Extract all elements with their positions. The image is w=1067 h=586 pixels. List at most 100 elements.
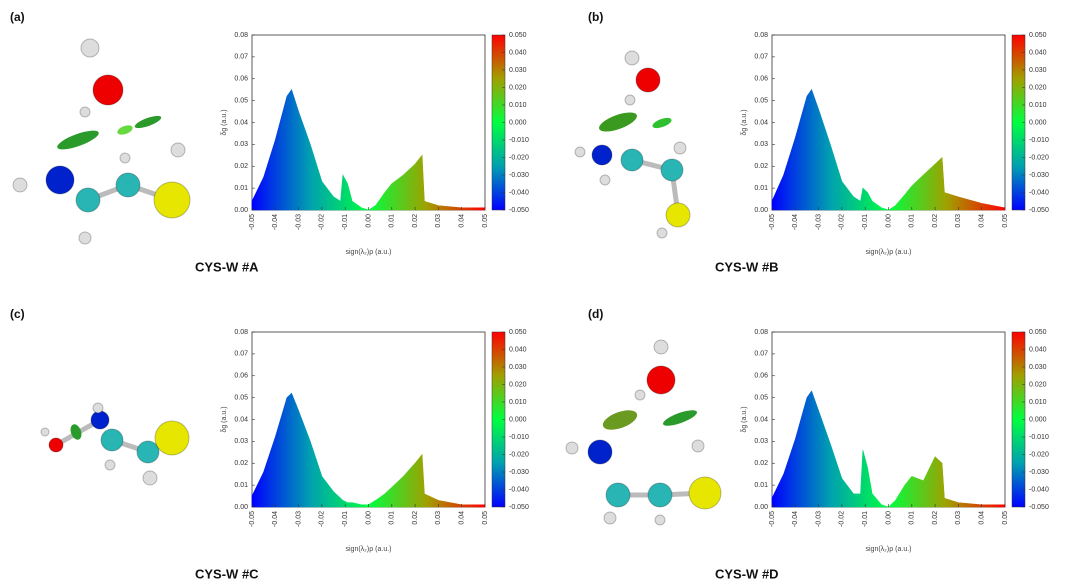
atom [603, 511, 617, 525]
colorbar-tick-label: -0.010 [509, 137, 529, 144]
x-tick-label: -0.04 [792, 214, 799, 230]
y-tick-label: 0.03 [234, 141, 248, 148]
x-tick-label: -0.03 [815, 214, 822, 230]
colorbar-tick-label: -0.020 [1029, 154, 1049, 161]
x-tick-label: 0.03 [435, 511, 442, 525]
colorbar-tick-label: -0.040 [509, 486, 529, 493]
panel: (d) 0.00 0.01 0.02 0.03 0.04 0.05 0.06 0.07 0.08 -… [565, 307, 1049, 581]
atom [624, 50, 640, 66]
atom [565, 441, 579, 455]
y-tick-label: 0.01 [234, 482, 248, 489]
atom [653, 339, 669, 355]
caption: CYS-W #A [195, 259, 259, 274]
x-tick-label: -0.01 [342, 511, 349, 527]
atom [79, 106, 91, 118]
x-tick-label: 0.03 [955, 214, 962, 228]
x-tick-label: 0.01 [909, 214, 916, 228]
y-tick-label: 0.05 [234, 394, 248, 401]
y-tick-label: 0.03 [754, 438, 768, 445]
y-tick-label: 0.02 [234, 163, 248, 170]
colorbar-tick-label: -0.010 [509, 434, 529, 441]
colorbar-tick-label: 0.050 [509, 32, 527, 39]
x-axis-label: sign(λ₂)ρ (a.u.) [346, 249, 392, 256]
colorbar-tick-label: 0.020 [509, 84, 527, 91]
x-tick-label: -0.05 [249, 214, 256, 230]
colorbar-tick-label: 0.050 [509, 329, 527, 336]
x-tick-label: 0.02 [932, 511, 939, 525]
x-tick-label: -0.02 [839, 511, 846, 527]
panel: (c) 0.00 0.01 0.02 0.03 0.04 0.05 0.06 0.07 0.08 -… [10, 307, 529, 581]
y-tick-label: 0.03 [234, 438, 248, 445]
colorbar-tick-label: 0.020 [509, 381, 527, 388]
colorbar-tick-label: -0.040 [1029, 189, 1049, 196]
y-tick-label: 0.02 [754, 460, 768, 467]
y-tick-label: 0.05 [234, 97, 248, 104]
colorbar-tick-label: 0.000 [1029, 119, 1047, 126]
colorbar-tick-label: 0.010 [1029, 102, 1047, 109]
colorbar-tick-label: 0.030 [1029, 364, 1047, 371]
isosurface [652, 117, 672, 129]
x-axis-label: sign(λ₂)ρ (a.u.) [866, 249, 912, 256]
molecule [12, 38, 191, 245]
y-tick-label: 0.08 [754, 329, 768, 336]
atom [119, 152, 131, 164]
y-tick-label: 0.01 [234, 185, 248, 192]
x-tick-label: -0.04 [792, 511, 799, 527]
x-tick-label: -0.04 [272, 214, 279, 230]
atom [647, 482, 673, 508]
y-tick-label: 0.08 [754, 32, 768, 39]
y-tick-label: 0.06 [754, 373, 768, 380]
y-tick-label: 0.08 [234, 32, 248, 39]
panel-label: (a) [10, 10, 25, 24]
atom [656, 227, 668, 239]
panel-label: (b) [588, 10, 603, 24]
colorbar-tick-label: 0.020 [1029, 381, 1047, 388]
atom [75, 187, 101, 213]
colorbar-tick-label: -0.050 [509, 504, 529, 511]
y-axis-label: δg (a.u.) [741, 109, 748, 135]
x-tick-label: 0.04 [979, 214, 986, 228]
atom [154, 420, 190, 456]
y-tick-label: 0.00 [234, 207, 248, 214]
y-tick-label: 0.04 [234, 119, 248, 126]
isosurface [57, 130, 99, 150]
atom [587, 439, 613, 465]
colorbar-tick-label: 0.000 [1029, 416, 1047, 423]
x-tick-label: -0.01 [342, 214, 349, 230]
isosurface [70, 424, 82, 440]
x-tick-label: -0.01 [862, 511, 869, 527]
atom [90, 410, 110, 430]
x-tick-label: 0.05 [1002, 511, 1009, 525]
x-tick-label: 0.04 [459, 214, 466, 228]
colorbar-tick-label: -0.040 [1029, 486, 1049, 493]
y-tick-label: 0.04 [754, 119, 768, 126]
colorbar-tick-label: 0.040 [509, 49, 527, 56]
x-tick-label: 0.02 [412, 214, 419, 228]
molecule [565, 339, 722, 526]
atom [78, 231, 92, 245]
atom [654, 514, 666, 526]
atom [136, 440, 160, 464]
y-tick-label: 0.04 [234, 416, 248, 423]
isosurface [117, 125, 133, 135]
atom [142, 470, 158, 486]
y-tick-label: 0.01 [754, 482, 768, 489]
colorbar-tick-label: 0.000 [509, 119, 527, 126]
y-axis-label: δg (a.u.) [221, 406, 228, 432]
x-tick-label: 0.00 [885, 511, 892, 525]
colorbar-tick-label: 0.040 [509, 346, 527, 353]
x-tick-label: -0.05 [249, 511, 256, 527]
colorbar-tick-label: 0.040 [1029, 49, 1047, 56]
colorbar-tick-label: 0.030 [1029, 67, 1047, 74]
molecule [40, 402, 190, 486]
colorbar-tick-label: 0.040 [1029, 346, 1047, 353]
molecule [574, 50, 691, 239]
colorbar-tick-label: 0.050 [1029, 329, 1047, 336]
y-tick-label: 0.06 [754, 76, 768, 83]
colorbar-tick-label: -0.020 [1029, 451, 1049, 458]
atom [40, 427, 50, 437]
atom [620, 148, 644, 172]
colorbar-tick-label: 0.020 [1029, 84, 1047, 91]
x-tick-label: -0.02 [839, 214, 846, 230]
